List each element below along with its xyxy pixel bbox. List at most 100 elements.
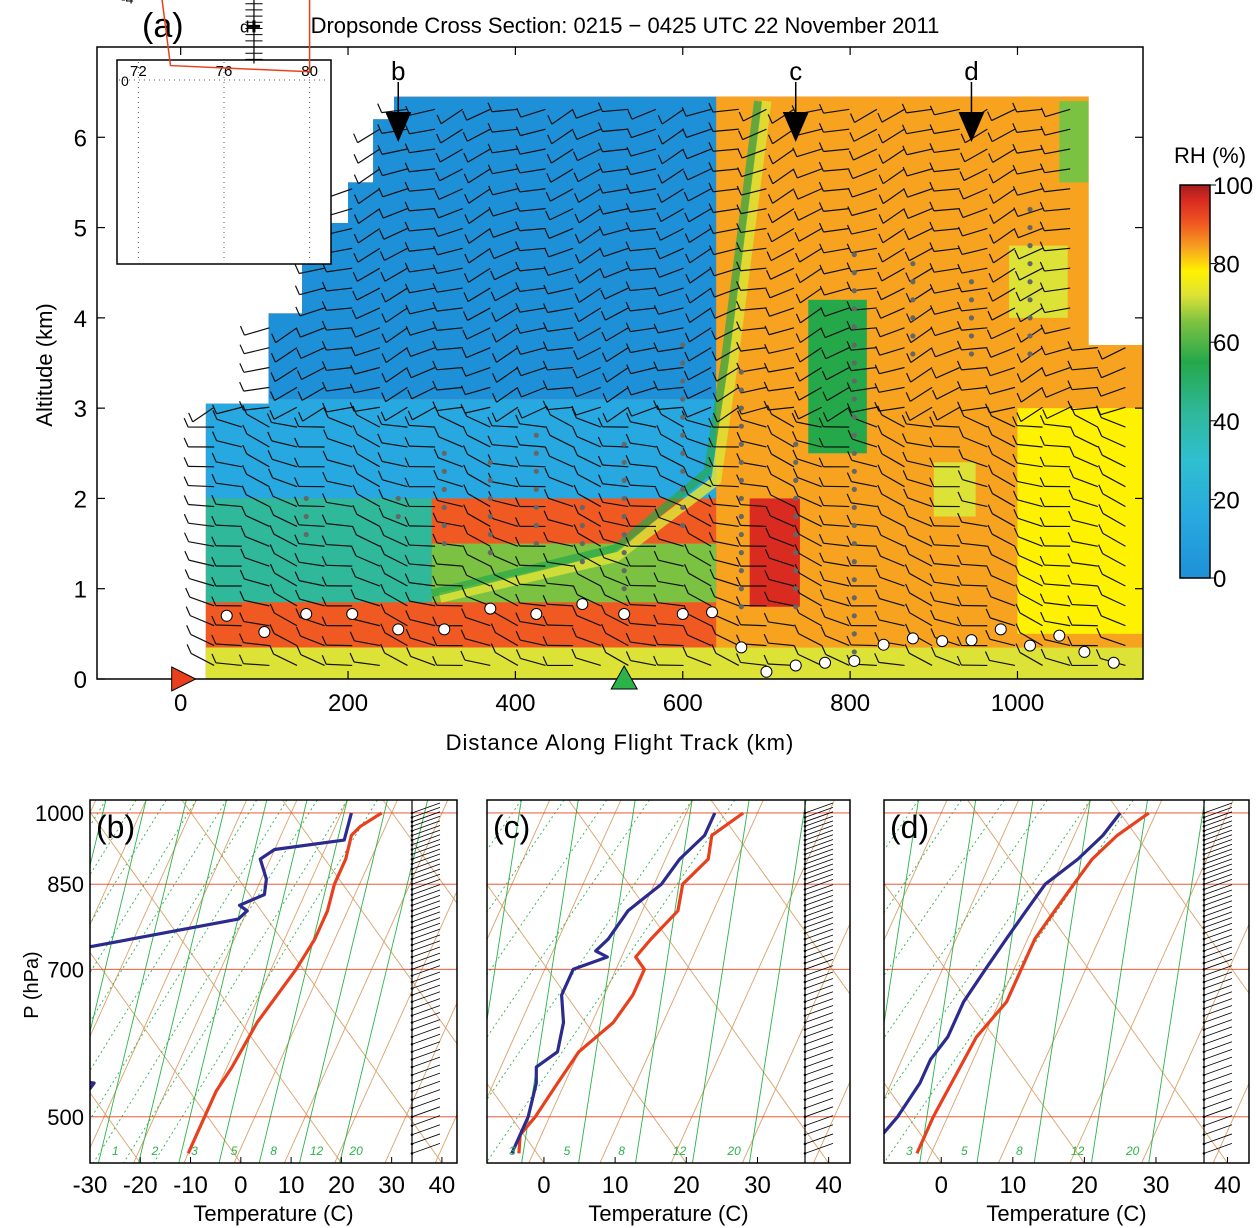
wind-barb bbox=[464, 659, 491, 667]
wind-barb-flag bbox=[849, 132, 855, 142]
wind-barb-flag bbox=[1040, 144, 1046, 155]
wind-barb-flag bbox=[709, 568, 715, 579]
wind-barb-flag bbox=[515, 282, 521, 292]
wind-barb-flag bbox=[1039, 456, 1045, 467]
moist-adiabat bbox=[576, 800, 632, 1163]
wind-barb bbox=[989, 406, 1016, 414]
wind-barb bbox=[713, 267, 740, 277]
wind-barb-flag bbox=[352, 464, 358, 474]
wind-barb bbox=[796, 458, 822, 468]
moist-adiabat bbox=[919, 800, 977, 1163]
wind-barb bbox=[823, 579, 850, 587]
wind-barb-flag bbox=[737, 148, 743, 159]
wind-barb bbox=[879, 327, 905, 338]
wind-barb-flag bbox=[267, 431, 273, 442]
sonde-dot bbox=[621, 477, 627, 483]
moist-adiabat bbox=[462, 800, 518, 1163]
wind-barb bbox=[411, 894, 441, 906]
wind-barb-flag bbox=[653, 400, 659, 410]
wind-barb-flag bbox=[736, 410, 743, 421]
wind-barb bbox=[631, 406, 657, 417]
rh-layer bbox=[205, 602, 717, 648]
wind-barb bbox=[1203, 806, 1233, 818]
wind-barb bbox=[740, 347, 767, 352]
wind-barb bbox=[1102, 512, 1126, 527]
wind-barb-flag bbox=[708, 437, 714, 448]
wind-barb bbox=[1203, 1048, 1233, 1060]
wind-barb-flag bbox=[903, 209, 909, 219]
wind-barb-flag bbox=[353, 174, 359, 184]
wind-barb bbox=[602, 208, 629, 215]
wind-barb-flag bbox=[1012, 453, 1018, 464]
wind-barb-flag bbox=[820, 626, 826, 636]
wind-barb-flag bbox=[683, 170, 689, 181]
wind-barb-flag bbox=[655, 487, 661, 497]
wind-barb bbox=[798, 533, 822, 547]
wind-barb bbox=[384, 632, 408, 647]
wind-barb-flag bbox=[435, 171, 441, 182]
wind-barb bbox=[357, 148, 381, 164]
wind-barb bbox=[963, 436, 988, 448]
wind-barb bbox=[935, 347, 960, 358]
wind-barb bbox=[1102, 473, 1126, 488]
wind-barb bbox=[961, 584, 988, 587]
wind-barb bbox=[772, 128, 795, 145]
wind-barb bbox=[804, 1019, 834, 1031]
wind-barb bbox=[657, 386, 684, 391]
wind-barb bbox=[520, 366, 546, 377]
wind-barb-flag bbox=[242, 464, 248, 475]
wind-barb bbox=[1101, 435, 1126, 448]
wind-barb-flag bbox=[764, 591, 770, 601]
wind-barb-flag bbox=[353, 233, 359, 244]
wind-barb bbox=[1044, 168, 1071, 174]
wind-barb-flag bbox=[379, 230, 385, 240]
wind-barb bbox=[1102, 553, 1126, 567]
wind-barb bbox=[906, 108, 933, 114]
wind-barb bbox=[491, 444, 518, 448]
wind-barb-flag bbox=[764, 307, 770, 317]
wind-barb-flag bbox=[405, 628, 411, 639]
wind-barb bbox=[712, 522, 739, 528]
wind-barb-flag bbox=[597, 142, 604, 152]
wind-barb bbox=[437, 499, 463, 508]
wind-barb bbox=[689, 247, 712, 264]
wind-barb-flag bbox=[653, 550, 659, 561]
wind-barb bbox=[906, 128, 933, 135]
wind-barb bbox=[411, 820, 441, 832]
wind-barb bbox=[804, 811, 834, 823]
wind-barb-flag bbox=[269, 544, 275, 554]
wind-barb-flag bbox=[323, 429, 329, 439]
wind-barb-flag bbox=[1067, 532, 1073, 542]
wind-barb bbox=[1101, 594, 1126, 607]
wind-barb bbox=[577, 148, 602, 162]
wind-barb-flag bbox=[238, 654, 244, 664]
wind-barb bbox=[547, 287, 574, 295]
wind-barb-flag bbox=[929, 143, 935, 153]
wind-barb bbox=[799, 267, 823, 284]
wind-barb-flag bbox=[764, 570, 770, 580]
wind-barb-flag bbox=[573, 350, 579, 360]
wind-barb-flag bbox=[352, 505, 358, 515]
wind-barb bbox=[550, 188, 574, 202]
wind-barb bbox=[824, 598, 850, 607]
sonde-dot bbox=[579, 540, 585, 547]
dry-adiabat bbox=[710, 800, 850, 995]
wind-barb bbox=[797, 476, 822, 488]
wind-barb-flag bbox=[544, 229, 550, 239]
wind-barb-flag bbox=[404, 181, 410, 192]
wind-barb-flag bbox=[766, 485, 772, 496]
sonde-dot bbox=[680, 396, 686, 402]
wind-barb-flag bbox=[904, 564, 910, 574]
wind-barb bbox=[602, 128, 629, 133]
wind-barb bbox=[1020, 367, 1043, 383]
dry-adiabat bbox=[967, 800, 1228, 1163]
wind-barb bbox=[409, 307, 436, 315]
sonde-dot bbox=[579, 559, 585, 565]
wind-barb bbox=[411, 911, 441, 923]
wind-barb-flag bbox=[350, 588, 356, 599]
wind-barb bbox=[273, 406, 298, 420]
wind-barb-flag bbox=[269, 410, 275, 420]
wind-barb bbox=[804, 858, 834, 870]
wind-barb-flag bbox=[627, 109, 633, 120]
x-tick-label: 30 bbox=[744, 1172, 771, 1199]
